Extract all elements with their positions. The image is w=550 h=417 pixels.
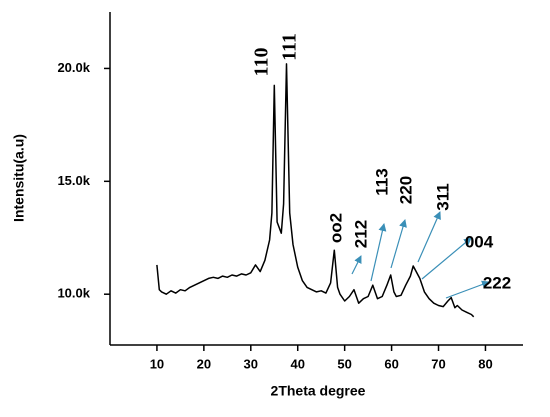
y-tick-label: 20.0k [57,60,90,75]
peak-label: 212 [351,220,370,248]
peak-label: 113 [372,168,391,195]
annotation-arrow [390,219,407,269]
x-tick-label: 20 [197,356,211,371]
x-tick-label: 10 [150,356,164,371]
x-axis-label: 2Theta degree [271,383,366,399]
annotation-arrow [417,211,441,263]
y-tick-label: 10.0k [57,286,90,301]
annotation-arrow [421,237,472,280]
x-tick-label: 40 [290,356,304,371]
annotation-arrow [370,223,387,282]
x-tick-label: 70 [431,356,445,371]
peak-label: 111 [279,33,301,61]
y-axis-label: Intensitu(a.u) [11,134,27,222]
peak-label: 220 [396,176,415,204]
x-tick-label: 50 [337,356,351,371]
annotation-arrow [351,255,362,275]
peak-label: 311 [433,183,452,210]
peak-label: 110 [251,48,273,77]
x-tick-label: 80 [478,356,492,371]
x-tick-label: 30 [244,356,258,371]
peak-label: 004 [465,232,494,251]
y-tick-label: 15.0k [57,173,90,188]
x-tick-label: 60 [384,356,398,371]
xrd-line [156,63,475,318]
annotation-arrow [445,280,490,299]
peak-label: oo2 [326,213,345,243]
peak-label: 222 [483,273,511,292]
